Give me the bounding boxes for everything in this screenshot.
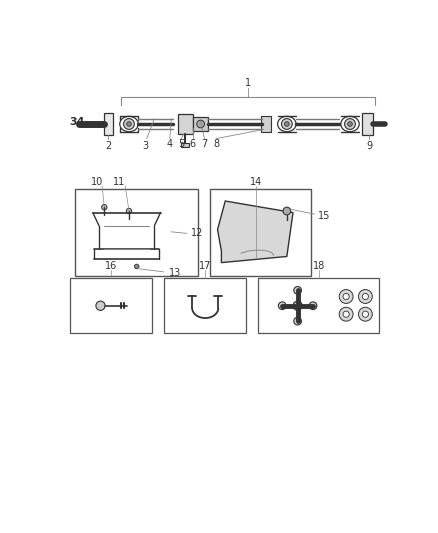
Circle shape xyxy=(279,302,286,310)
Text: 8: 8 xyxy=(213,139,219,149)
Text: 1: 1 xyxy=(245,78,251,88)
Circle shape xyxy=(102,205,107,210)
Circle shape xyxy=(283,207,291,215)
Bar xyxy=(258,278,379,334)
Circle shape xyxy=(362,294,368,300)
Circle shape xyxy=(309,302,317,310)
Bar xyxy=(70,278,152,334)
Text: 6: 6 xyxy=(190,139,196,149)
Bar xyxy=(164,278,246,334)
Text: 9: 9 xyxy=(366,141,372,151)
Bar xyxy=(181,142,189,147)
Text: 16: 16 xyxy=(105,261,117,271)
Circle shape xyxy=(285,122,289,126)
Circle shape xyxy=(343,294,349,300)
Text: 10: 10 xyxy=(91,177,103,187)
Text: 2: 2 xyxy=(105,141,111,151)
Text: 15: 15 xyxy=(318,211,330,221)
Circle shape xyxy=(127,122,131,126)
Circle shape xyxy=(339,289,353,303)
Circle shape xyxy=(294,317,301,325)
Text: 17: 17 xyxy=(199,261,212,271)
Circle shape xyxy=(345,119,355,130)
Bar xyxy=(103,113,113,135)
Polygon shape xyxy=(218,201,293,263)
Text: 4: 4 xyxy=(167,139,173,149)
Circle shape xyxy=(343,311,349,317)
Bar xyxy=(193,117,208,131)
Bar xyxy=(75,189,198,276)
Bar xyxy=(177,114,193,134)
Circle shape xyxy=(358,289,372,303)
Text: 7: 7 xyxy=(201,139,208,149)
Circle shape xyxy=(134,264,139,269)
Circle shape xyxy=(282,119,292,130)
Circle shape xyxy=(358,308,372,321)
Bar xyxy=(362,113,373,135)
Circle shape xyxy=(126,208,132,214)
Circle shape xyxy=(293,301,302,310)
Circle shape xyxy=(362,311,368,317)
Text: 34: 34 xyxy=(70,117,85,127)
Bar xyxy=(210,189,311,276)
Circle shape xyxy=(124,119,134,130)
Circle shape xyxy=(339,308,353,321)
Circle shape xyxy=(197,120,205,128)
Circle shape xyxy=(348,122,352,126)
Text: 3: 3 xyxy=(142,141,148,151)
Circle shape xyxy=(294,287,301,294)
Text: 12: 12 xyxy=(191,228,204,238)
Text: 13: 13 xyxy=(169,269,181,278)
Text: 18: 18 xyxy=(313,261,325,271)
Text: 14: 14 xyxy=(250,177,262,187)
Bar xyxy=(261,116,272,132)
Text: 11: 11 xyxy=(113,177,125,187)
Circle shape xyxy=(96,301,105,310)
Text: 5: 5 xyxy=(178,139,184,149)
